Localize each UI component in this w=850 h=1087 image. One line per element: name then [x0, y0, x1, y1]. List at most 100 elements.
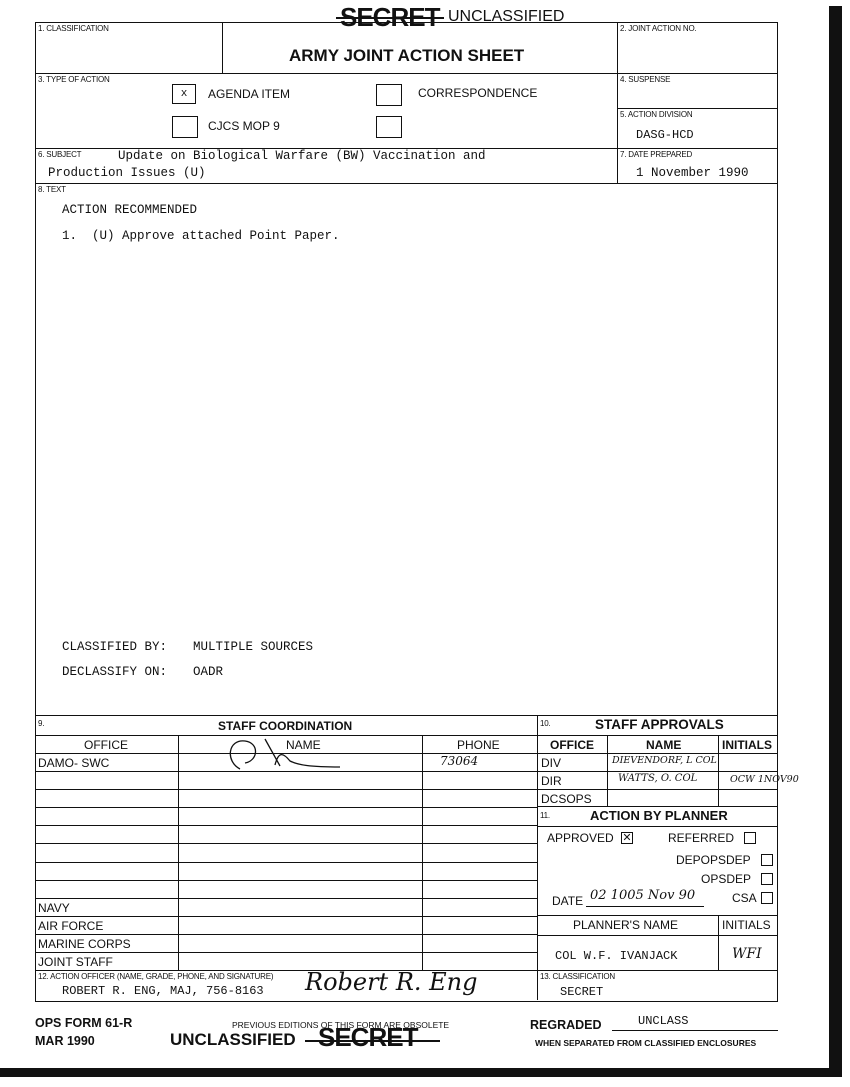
form-date: MAR 1990: [35, 1034, 95, 1048]
action-by-planner-title: ACTION BY PLANNER: [590, 808, 728, 823]
approval-name-div: DIEVENDORF, L COL: [612, 755, 717, 766]
regraded-value: UNCLASS: [638, 1014, 689, 1028]
type-of-action-label: 3. TYPE OF ACTION: [38, 75, 110, 84]
staff-coordination-number: 9.: [38, 719, 45, 728]
opsdep-label: OPSDEP: [701, 872, 752, 886]
table-row: [35, 771, 537, 789]
cjcs-mop9-checkbox[interactable]: [172, 116, 198, 138]
table-row: [35, 862, 537, 880]
date-underline: [586, 906, 704, 907]
csa-checkbox[interactable]: [761, 892, 773, 904]
form-title: ARMY JOINT ACTION SHEET: [289, 46, 525, 65]
regraded-label: REGRADED: [530, 1018, 602, 1032]
date-label: DATE: [552, 894, 584, 908]
table-row: MARINE CORPS: [35, 934, 537, 952]
approvals-col-office: OFFICE: [550, 738, 594, 752]
col-phone: PHONE: [457, 738, 500, 752]
row-office: JOINT STAFF: [38, 954, 113, 969]
action-recommended-heading: ACTION RECOMMENDED: [62, 203, 198, 217]
depopsdep-label: DEPOPSDEP: [676, 853, 751, 867]
table-row: AIR FORCE: [35, 916, 537, 934]
row-divider: [35, 789, 537, 791]
staff-approvals-title: STAFF APPROVALS: [595, 717, 724, 732]
editions-note: PREVIOUS EDITIONS OF THIS FORM ARE OBSOL…: [232, 1020, 450, 1030]
action-division-label: 5. ACTION DIVISION: [620, 110, 693, 119]
correspondence-checkbox[interactable]: [376, 84, 402, 106]
approval-name-dir: WATTS, O. COL: [618, 773, 698, 784]
referred-label: REFERRED: [668, 831, 735, 845]
planner-initials: WFI: [732, 946, 762, 962]
staff-coordination-title: STAFF COORDINATION: [218, 719, 353, 733]
recommendation-item-1: 1. (U) Approve attached Point Paper.: [62, 229, 340, 243]
opsdep-checkbox[interactable]: [761, 873, 773, 885]
csa-label: CSA: [732, 891, 757, 905]
row-divider: [35, 879, 537, 881]
approval-office-dcsops: DCSOPS: [541, 792, 592, 806]
footer-stamp-unclassified: UNCLASSIFIED: [170, 1030, 296, 1049]
depopsdep-checkbox[interactable]: [761, 854, 773, 866]
form-border: [35, 22, 778, 1002]
strikethrough: [305, 1040, 440, 1042]
row-phone: 73064: [440, 754, 479, 768]
planner-initials-label: INITIALS: [722, 918, 771, 932]
table-row: DAMO- SWC 73064: [35, 738, 537, 771]
row-office: AIR FORCE: [38, 918, 104, 933]
row-divider: [35, 807, 537, 809]
correspondence-label: CORRESPONDENCE: [418, 86, 538, 100]
action-officer-value: ROBERT R. ENG, MAJ, 756-8163: [62, 984, 264, 998]
row-divider: [35, 933, 537, 935]
approval-office-div: DIV: [541, 756, 562, 770]
table-row: [35, 825, 537, 843]
col-name: NAME: [286, 738, 321, 752]
regraded-underline: [612, 1030, 778, 1031]
approval-initials-dir: OCW 1NOV90: [730, 774, 799, 785]
classification-13-label: 13. CLASSIFICATION: [540, 972, 615, 981]
scan-edge-bottom: [0, 1068, 842, 1077]
signature-mark: [229, 738, 341, 770]
staff-approvals-number: 10.: [540, 719, 551, 728]
action-officer-signature: Robert R. Eng: [305, 968, 478, 996]
approvals-col-name: NAME: [646, 738, 682, 752]
date-prepared-label: 7. DATE PREPARED: [620, 150, 693, 159]
classified-by-value: MULTIPLE SOURCES: [193, 640, 314, 654]
strikethrough: [336, 17, 444, 19]
table-row: NAVY: [35, 898, 537, 916]
planner-name: COL W.F. IVANJACK: [555, 949, 678, 963]
table-row: [35, 880, 537, 898]
row-divider: [35, 915, 537, 917]
row-divider: [35, 897, 537, 899]
joint-action-no-label: 2. JOINT ACTION NO.: [620, 24, 697, 33]
separated-note: WHEN SEPARATED FROM CLASSIFIED ENCLOSURE…: [535, 1038, 757, 1048]
form-number: OPS FORM 61-R: [35, 1016, 133, 1030]
classified-by-label: CLASSIFIED BY:: [62, 640, 168, 654]
text-label: 8. TEXT: [38, 185, 66, 194]
row-divider: [35, 843, 537, 845]
subject-line2: Production Issues (U): [48, 166, 206, 180]
subject-label: 6. SUBJECT: [38, 150, 82, 159]
table-row: [35, 789, 537, 807]
row-divider: [35, 825, 537, 827]
action-division-value: DASG-HCD: [636, 128, 694, 142]
declassify-on-label: DECLASSIFY ON:: [62, 665, 168, 679]
planners-name-label: PLANNER'S NAME: [573, 918, 678, 932]
classification-label: 1. CLASSIFICATION: [38, 24, 109, 33]
subject-line1: Update on Biological Warfare (BW) Vaccin…: [118, 149, 486, 163]
action-by-planner-number: 11.: [540, 811, 550, 820]
approved-checkbox[interactable]: ✕: [621, 832, 633, 844]
blank-checkbox[interactable]: [376, 116, 402, 138]
row-divider: [35, 771, 537, 773]
date-prepared-value: 1 November 1990: [636, 166, 749, 180]
row-divider: [35, 861, 537, 863]
referred-checkbox[interactable]: [744, 832, 756, 844]
row-office: DAMO- SWC: [38, 756, 110, 770]
action-officer-label: 12. ACTION OFFICER (NAME, GRADE, PHONE, …: [38, 972, 274, 981]
approval-office-dir: DIR: [541, 774, 562, 788]
table-row: JOINT STAFF: [35, 952, 537, 970]
classification-13-value: SECRET: [560, 985, 604, 999]
agenda-item-checkbox[interactable]: x: [172, 84, 196, 104]
footer-stamp-crossed-secret: SECRET: [318, 1022, 418, 1052]
row-divider: [35, 753, 537, 754]
scan-edge-right: [829, 6, 842, 1076]
row-office: NAVY: [38, 900, 70, 915]
